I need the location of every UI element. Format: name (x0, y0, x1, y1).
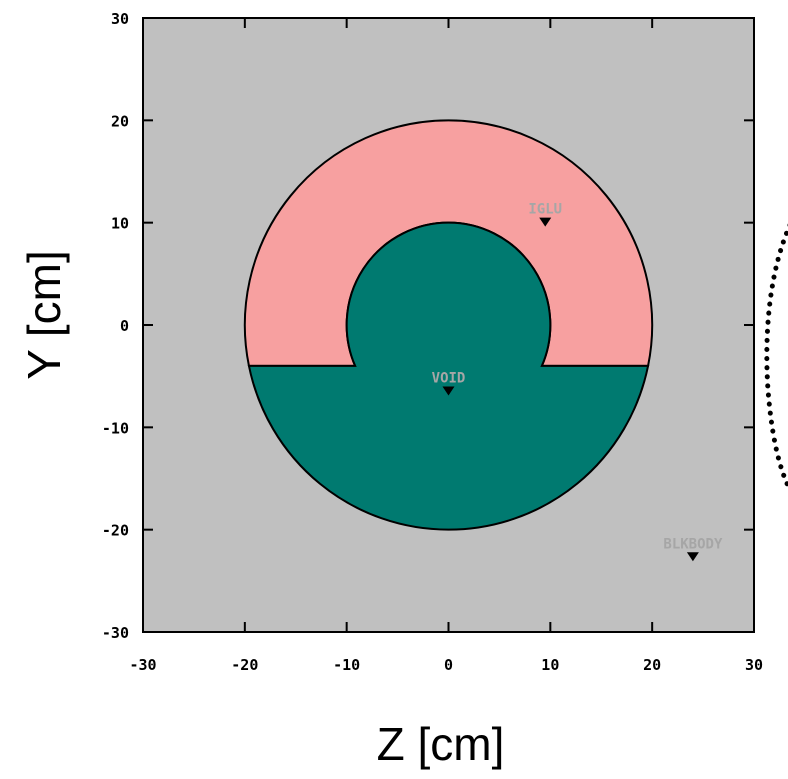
y-axis-title: Y [cm] (18, 250, 70, 380)
y-tick-label: -20 (102, 522, 129, 540)
region-marker (539, 217, 552, 227)
region-label: BLKBODY (663, 536, 723, 552)
region-label: VOID (432, 371, 466, 387)
y-tick-label: -10 (102, 419, 129, 437)
x-tick-label: -20 (231, 656, 258, 674)
x-tick-label: 30 (745, 656, 763, 674)
x-tick-label: 10 (541, 656, 559, 674)
y-tick-label: 0 (120, 317, 129, 335)
x-tick-label: -10 (333, 656, 360, 674)
x-tick-label: 0 (444, 656, 453, 674)
axis-tick-labels: -30 -20 -10 0 10 20 30 -30 -20 -10 0 10 20 30 (102, 10, 763, 674)
region-marker (686, 552, 699, 562)
region-markers: IGLU VOID BLKBODY (432, 202, 723, 562)
x-tick-label: 20 (643, 656, 661, 674)
dotted-arc-decoration (764, 223, 788, 492)
region-marker (442, 386, 455, 396)
region-label: IGLU (528, 202, 562, 218)
y-tick-label: 30 (111, 10, 129, 28)
y-tick-label: -30 (102, 624, 129, 642)
y-tick-label: 20 (111, 112, 129, 130)
y-tick-label: 10 (111, 215, 129, 233)
axis-ticks (142, 17, 755, 633)
x-axis-title: Z [cm] (377, 718, 505, 770)
void-region (247, 221, 650, 531)
x-tick-label: -30 (129, 656, 156, 674)
